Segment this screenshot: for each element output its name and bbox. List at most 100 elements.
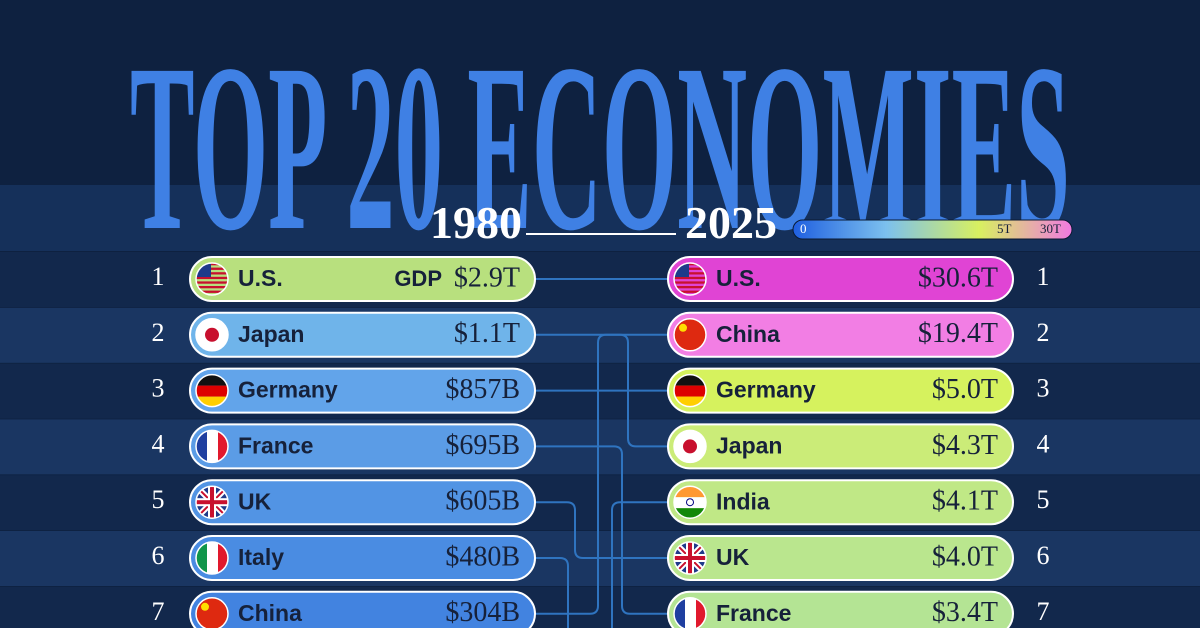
flag-part bbox=[674, 374, 706, 386]
country-name: U.S. bbox=[238, 265, 283, 291]
pill bbox=[667, 590, 1014, 628]
year-start: 1980 bbox=[430, 197, 522, 248]
flag-art bbox=[196, 374, 228, 407]
pill bbox=[667, 367, 1014, 414]
flag-part bbox=[196, 374, 228, 386]
gdp-value: $5.0T bbox=[932, 374, 998, 405]
rank: 4 bbox=[1037, 429, 1050, 458]
flag-part bbox=[218, 542, 228, 574]
flag bbox=[195, 373, 229, 408]
pill bbox=[189, 311, 536, 358]
flag-art bbox=[196, 542, 228, 574]
country-name: China bbox=[716, 321, 780, 347]
gdp-value: $4.3T bbox=[932, 430, 998, 461]
country-name: Germany bbox=[238, 377, 338, 403]
flag-part bbox=[196, 430, 207, 463]
flag bbox=[195, 485, 229, 519]
connector bbox=[535, 445, 668, 615]
rank: 7 bbox=[1037, 597, 1050, 626]
gdp-value: $480B bbox=[445, 541, 520, 572]
flag-ring bbox=[673, 429, 707, 464]
flag-art bbox=[674, 430, 706, 463]
country-name: Japan bbox=[238, 321, 304, 347]
flag-part bbox=[683, 439, 697, 454]
pill bbox=[189, 535, 536, 581]
legend-min: 0 bbox=[800, 221, 807, 236]
flag-part bbox=[685, 597, 696, 628]
gdp-value: $4.0T bbox=[932, 541, 998, 572]
gdp-label: GDP bbox=[394, 266, 442, 291]
flag-part bbox=[674, 497, 706, 509]
flag bbox=[195, 318, 229, 352]
flag-art bbox=[674, 486, 706, 519]
flag-part bbox=[196, 385, 228, 397]
flag-part bbox=[688, 542, 692, 574]
pill bbox=[667, 535, 1014, 581]
gdp-value: $2.9T bbox=[454, 262, 520, 293]
country-name: France bbox=[238, 432, 313, 458]
flag-ring bbox=[195, 373, 229, 408]
row-stripe bbox=[0, 475, 1200, 531]
flag-ring bbox=[673, 373, 707, 408]
flag-art bbox=[674, 542, 706, 574]
pill bbox=[189, 367, 536, 414]
rank: 3 bbox=[152, 374, 165, 403]
flag-part bbox=[674, 263, 706, 266]
flag-art bbox=[196, 318, 228, 351]
year-end: 2025 bbox=[685, 197, 777, 248]
rank: 5 bbox=[152, 485, 165, 514]
legend-max: 30T bbox=[1040, 221, 1061, 236]
rank: 6 bbox=[152, 541, 165, 570]
rank: 7 bbox=[152, 597, 165, 626]
connector bbox=[535, 557, 569, 628]
flag bbox=[673, 373, 707, 408]
flag bbox=[195, 597, 229, 628]
flag-part bbox=[674, 597, 685, 628]
flag-part bbox=[201, 602, 209, 611]
title: TOP 20 ECONOMIES bbox=[130, 14, 1070, 280]
pill bbox=[667, 423, 1014, 470]
gdp-value: $1.1T bbox=[454, 318, 520, 349]
connector bbox=[535, 501, 668, 559]
country-name: Italy bbox=[238, 544, 284, 570]
rank: 6 bbox=[1037, 541, 1050, 570]
flag-part bbox=[686, 498, 694, 507]
flag-part bbox=[196, 272, 228, 275]
flag-ring bbox=[195, 262, 229, 296]
pill bbox=[189, 590, 536, 628]
rank: 2 bbox=[1037, 318, 1050, 347]
country-name: China bbox=[238, 600, 302, 626]
pill bbox=[667, 479, 1014, 526]
flag-part bbox=[196, 286, 228, 289]
pill bbox=[667, 311, 1014, 358]
country-name: India bbox=[716, 488, 770, 514]
flag-part bbox=[674, 318, 706, 351]
flag-part bbox=[674, 508, 706, 519]
gdp-value: $4.1T bbox=[932, 486, 998, 517]
flag-part bbox=[674, 272, 706, 275]
rank: 4 bbox=[152, 429, 165, 458]
flag-part bbox=[196, 290, 228, 293]
flag bbox=[673, 485, 707, 519]
flag-part bbox=[196, 267, 228, 270]
flag bbox=[673, 318, 707, 352]
rank: 3 bbox=[1037, 374, 1050, 403]
flag-part bbox=[674, 286, 706, 289]
gdp-value: $304B bbox=[445, 597, 520, 628]
pill bbox=[189, 256, 536, 302]
flag bbox=[673, 429, 707, 464]
gdp-value: $695B bbox=[445, 430, 520, 461]
flag-part bbox=[196, 281, 228, 284]
country-name: Germany bbox=[716, 377, 816, 403]
flag-art bbox=[196, 430, 228, 463]
country-name: U.S. bbox=[716, 265, 761, 291]
flag-part bbox=[196, 542, 207, 574]
flag-part bbox=[674, 267, 706, 270]
legend-bar bbox=[792, 219, 1073, 240]
gdp-value: $19.4T bbox=[918, 318, 998, 349]
pill bbox=[667, 256, 1014, 302]
rank: 1 bbox=[1037, 262, 1050, 291]
connector bbox=[535, 333, 668, 615]
rank: 1 bbox=[152, 262, 165, 291]
